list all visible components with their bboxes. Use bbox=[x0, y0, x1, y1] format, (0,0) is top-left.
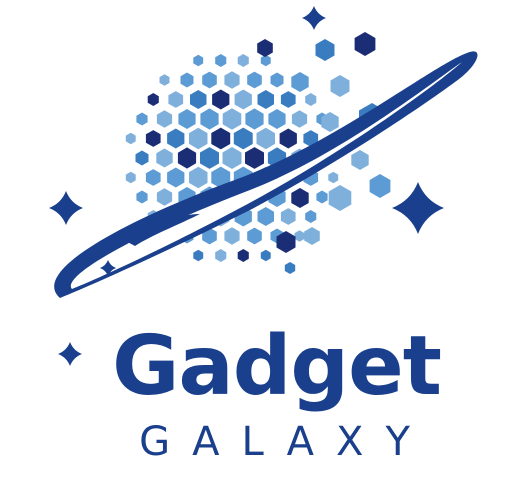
globe-hexagon bbox=[245, 108, 264, 130]
globe-hexagon bbox=[280, 208, 296, 225]
globe-hexagon bbox=[156, 188, 173, 206]
scattered-hexagon bbox=[354, 32, 376, 56]
globe-hexagon bbox=[260, 249, 271, 262]
globe-hexagon bbox=[291, 110, 308, 128]
globe-hexagon bbox=[268, 109, 286, 129]
globe-hexagon bbox=[224, 71, 240, 89]
scattered-hexagon bbox=[369, 174, 391, 198]
globe-hexagon bbox=[156, 110, 173, 128]
globe-hexagon bbox=[159, 74, 170, 86]
globe-hexagon bbox=[167, 128, 185, 149]
sparkle-star-icon bbox=[392, 182, 444, 234]
globe-hexagon bbox=[280, 91, 296, 108]
globe-hexagon bbox=[245, 147, 264, 169]
scattered-hexagon bbox=[315, 39, 335, 61]
globe-hexagon bbox=[256, 127, 275, 150]
globe-hexagon bbox=[305, 210, 317, 223]
scattered-hexagon bbox=[321, 112, 339, 132]
globe-hexagon bbox=[233, 127, 253, 150]
globe-hexagon bbox=[167, 167, 185, 188]
globe-hexagon bbox=[189, 127, 208, 150]
globe-hexagon bbox=[215, 249, 227, 262]
globe-hexagon bbox=[279, 128, 297, 149]
globe-hexagon bbox=[202, 227, 217, 245]
globe-hexagon bbox=[125, 171, 136, 184]
sparkle-star-icon bbox=[100, 260, 116, 276]
globe-hexagon bbox=[211, 127, 231, 150]
brand-title: Gadget bbox=[112, 319, 442, 414]
scattered-hexagon bbox=[291, 72, 309, 92]
globe-hexagon bbox=[200, 147, 219, 169]
globe-hexagon bbox=[247, 227, 262, 245]
globe-hexagon bbox=[156, 148, 173, 168]
scattered-hexagon bbox=[291, 188, 309, 208]
scattered-hexagon bbox=[330, 75, 350, 97]
globe-hexagon bbox=[193, 249, 204, 262]
sparkle-star-icon bbox=[58, 342, 82, 366]
globe-hexagon bbox=[147, 93, 159, 106]
sparkle-star-icon bbox=[302, 6, 326, 30]
globe-hexagon bbox=[178, 109, 196, 129]
globe-hexagon bbox=[202, 71, 217, 89]
globe-hexagon bbox=[177, 147, 197, 169]
planet-ring-back bbox=[120, 214, 200, 246]
globe-hexagon bbox=[135, 150, 149, 166]
globe-hexagon bbox=[145, 169, 161, 186]
globe-hexagon bbox=[168, 91, 184, 108]
scattered-hexagon bbox=[304, 227, 320, 245]
globe-hexagon bbox=[125, 132, 136, 145]
globe-hexagon bbox=[180, 72, 194, 88]
globe-hexagon bbox=[237, 249, 249, 262]
globe-hexagon bbox=[303, 130, 319, 147]
globe-hexagon bbox=[145, 130, 161, 147]
globe-hexagon bbox=[237, 54, 249, 67]
globe-hexagon bbox=[222, 108, 242, 130]
globe-hexagon bbox=[215, 54, 227, 67]
globe-hexagon bbox=[222, 147, 242, 169]
globe-hexagon bbox=[316, 190, 328, 204]
globe-hexagon bbox=[294, 230, 305, 242]
planet-ring-inner-gap bbox=[70, 62, 463, 289]
globe-hexagon bbox=[257, 90, 274, 109]
globe-hexagon bbox=[189, 166, 208, 189]
globe-hexagon bbox=[136, 112, 148, 126]
scattered-hexagon bbox=[276, 231, 296, 253]
scattered-hexagon bbox=[351, 150, 369, 170]
brand-subtitle: GALAXY bbox=[139, 419, 432, 465]
globe-hexagon bbox=[136, 190, 148, 204]
globe-hexagon bbox=[270, 72, 284, 88]
scattered-hexagon bbox=[257, 39, 273, 57]
globe-hexagon bbox=[328, 171, 339, 184]
globe-hexagon bbox=[260, 54, 271, 67]
globe-hexagon bbox=[193, 54, 204, 67]
globe-hexagon bbox=[190, 90, 207, 109]
globe-hexagon bbox=[211, 166, 231, 189]
globe-hexagon bbox=[200, 108, 219, 130]
scattered-hexagon bbox=[284, 262, 296, 274]
scattered-hexagon bbox=[328, 185, 352, 211]
globe-hexagon bbox=[257, 207, 274, 226]
globe-hexagon bbox=[212, 89, 230, 110]
globe-hexagon bbox=[305, 93, 317, 106]
sparkle-star-icon bbox=[49, 191, 83, 225]
globe-hexagon bbox=[224, 227, 240, 245]
globe-hexagon bbox=[234, 89, 252, 110]
globe-hexagon bbox=[247, 71, 262, 89]
